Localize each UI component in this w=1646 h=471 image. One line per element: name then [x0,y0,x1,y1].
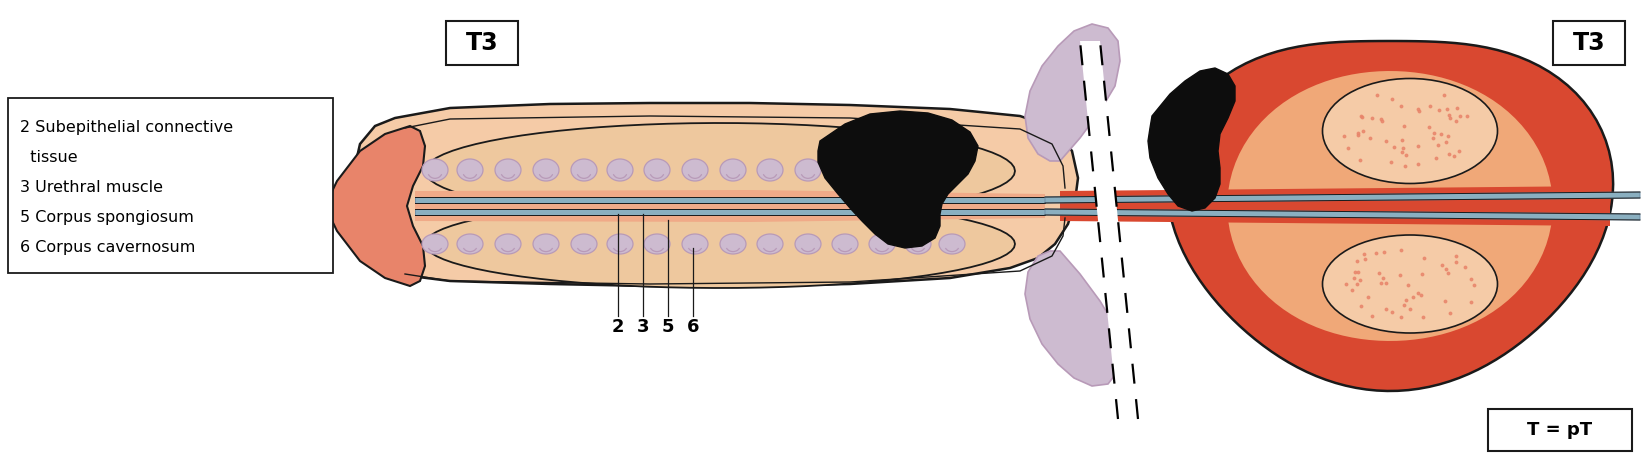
Text: tissue: tissue [20,150,77,165]
Ellipse shape [533,234,560,254]
Ellipse shape [533,159,560,181]
Polygon shape [415,190,1045,222]
Polygon shape [1147,68,1234,211]
Ellipse shape [757,159,783,181]
Ellipse shape [795,159,821,181]
Ellipse shape [869,159,895,181]
Polygon shape [818,111,978,248]
Ellipse shape [905,159,932,181]
Ellipse shape [938,234,965,254]
Ellipse shape [458,234,482,254]
FancyBboxPatch shape [1552,21,1625,65]
Polygon shape [1025,24,1119,161]
Polygon shape [1080,41,1137,419]
Ellipse shape [607,234,634,254]
Text: 2 Subepithelial connective: 2 Subepithelial connective [20,120,234,135]
Ellipse shape [571,234,597,254]
Ellipse shape [719,234,746,254]
Polygon shape [1045,192,1639,203]
Text: 5: 5 [662,318,675,336]
Polygon shape [1228,71,1552,341]
FancyBboxPatch shape [446,21,518,65]
Ellipse shape [938,159,965,181]
Ellipse shape [757,234,783,254]
Ellipse shape [421,234,448,254]
Text: T3: T3 [466,31,499,55]
Ellipse shape [495,159,522,181]
Text: 6: 6 [686,318,700,336]
Polygon shape [356,103,1078,286]
Text: 3: 3 [637,318,649,336]
Ellipse shape [421,159,448,181]
Ellipse shape [681,159,708,181]
Ellipse shape [831,159,858,181]
Polygon shape [415,197,1045,203]
Ellipse shape [571,159,597,181]
Ellipse shape [1322,79,1498,184]
Ellipse shape [1322,235,1498,333]
Ellipse shape [495,234,522,254]
Ellipse shape [719,159,746,181]
Text: 5 Corpus spongiosum: 5 Corpus spongiosum [20,210,194,225]
Polygon shape [1025,251,1119,386]
Polygon shape [415,209,1045,215]
Polygon shape [324,126,425,286]
Polygon shape [425,200,1016,288]
Ellipse shape [795,234,821,254]
Ellipse shape [458,159,482,181]
Ellipse shape [607,159,634,181]
Polygon shape [1045,209,1639,220]
Polygon shape [1167,41,1613,391]
Ellipse shape [869,234,895,254]
Text: T3: T3 [1572,31,1605,55]
Polygon shape [1060,186,1610,226]
Text: 2: 2 [612,318,624,336]
Ellipse shape [681,234,708,254]
Ellipse shape [831,234,858,254]
Text: T = pT: T = pT [1527,421,1593,439]
Ellipse shape [644,234,670,254]
Ellipse shape [905,234,932,254]
Text: 3 Urethral muscle: 3 Urethral muscle [20,180,163,195]
Ellipse shape [644,159,670,181]
Text: 6 Corpus cavernosum: 6 Corpus cavernosum [20,240,196,255]
FancyBboxPatch shape [1488,409,1631,451]
Polygon shape [425,123,1016,219]
FancyBboxPatch shape [8,98,332,273]
